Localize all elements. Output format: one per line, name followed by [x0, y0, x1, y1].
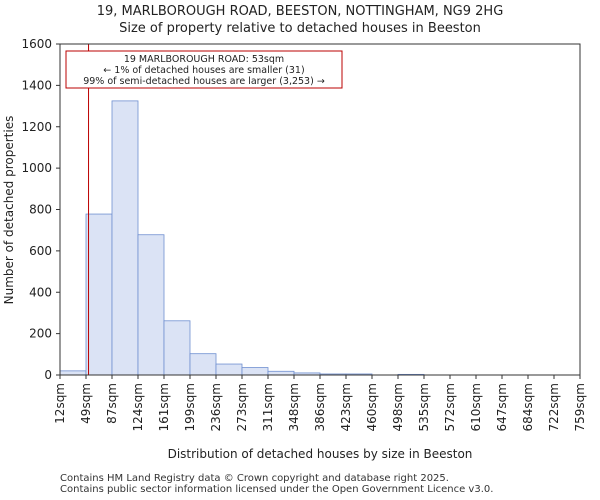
- x-tick-label: 49sqm: [79, 383, 93, 424]
- y-axis-label: Number of detached properties: [2, 116, 16, 305]
- x-tick-label: 535sqm: [417, 383, 431, 431]
- footer-licence: Contains public sector information licen…: [60, 484, 494, 495]
- y-axis: 0 200 400 600 800 1000 1200 1400 1600: [21, 37, 60, 382]
- y-tick-label: 600: [29, 244, 52, 258]
- y-tick-label: 200: [29, 327, 52, 341]
- x-tick-label: 498sqm: [391, 383, 405, 431]
- x-tick-label: 423sqm: [339, 383, 353, 431]
- bar-311sqm: [267, 370, 295, 376]
- x-tick-label: 386sqm: [313, 383, 327, 431]
- x-tick-label: 759sqm: [573, 383, 587, 431]
- bar-124sqm: [137, 234, 165, 376]
- bar-49sqm: [85, 213, 113, 376]
- x-tick-label: 610sqm: [469, 383, 483, 431]
- y-tick-label: 1400: [21, 78, 52, 92]
- bar-161sqm: [163, 320, 191, 376]
- bar-87sqm: [111, 100, 139, 376]
- annotation-line-3: 99% of semi-detached houses are larger (…: [83, 76, 325, 87]
- histogram-chart: 0 200 400 600 800 1000 1200 1400 1600 12sqm 49sqm…: [2, 37, 587, 461]
- bar-273sqm: [241, 367, 269, 376]
- x-tick-label: 87sqm: [105, 383, 119, 424]
- x-tick-label: 199sqm: [183, 383, 197, 431]
- x-tick-label: 124sqm: [131, 383, 145, 431]
- bar-12sqm: [59, 370, 87, 376]
- annotation-box: [65, 50, 343, 89]
- bar-199sqm: [189, 353, 217, 376]
- plot-frame: [59, 43, 581, 376]
- y-tick-label: 0: [44, 368, 52, 382]
- chart-title: Size of property relative to detached ho…: [119, 21, 481, 36]
- y-tick-label: 1000: [21, 161, 52, 175]
- x-tick-label: 348sqm: [287, 383, 301, 431]
- x-tick-label: 12sqm: [53, 383, 67, 424]
- x-tick-label: 647sqm: [495, 383, 509, 431]
- x-tick-label: 684sqm: [521, 383, 535, 431]
- y-tick-label: 1600: [21, 37, 52, 51]
- bars-group: [59, 100, 425, 376]
- annotation-line-1: 19 MARLBOROUGH ROAD: 53sqm: [124, 54, 284, 65]
- x-tick-label: 236sqm: [209, 383, 223, 431]
- bar-236sqm: [215, 363, 243, 376]
- annotation-line-2: ← 1% of detached houses are smaller (31): [103, 65, 304, 76]
- x-tick-label: 161sqm: [157, 383, 171, 431]
- x-tick-label: 572sqm: [443, 383, 457, 431]
- y-tick-label: 400: [29, 285, 52, 299]
- x-tick-label: 722sqm: [547, 383, 561, 431]
- x-tick-label: 273sqm: [235, 383, 249, 431]
- x-axis: 12sqm 49sqm 87sqm 124sqm 161sqm 199sqm 236sqm 2…: [53, 375, 587, 431]
- chart-title-address: 19, MARLBOROUGH ROAD, BEESTON, NOTTINGHA…: [96, 4, 504, 19]
- footer-copyright: Contains HM Land Registry data © Crown c…: [60, 473, 449, 484]
- x-axis-label: Distribution of detached houses by size …: [168, 447, 473, 461]
- y-tick-label: 800: [29, 203, 52, 217]
- y-tick-label: 1200: [21, 120, 52, 134]
- x-tick-label: 460sqm: [365, 383, 379, 431]
- property-marker: 19 MARLBOROUGH ROAD: 53sqm← 1% of detach…: [65, 44, 343, 375]
- x-tick-label: 311sqm: [261, 383, 275, 431]
